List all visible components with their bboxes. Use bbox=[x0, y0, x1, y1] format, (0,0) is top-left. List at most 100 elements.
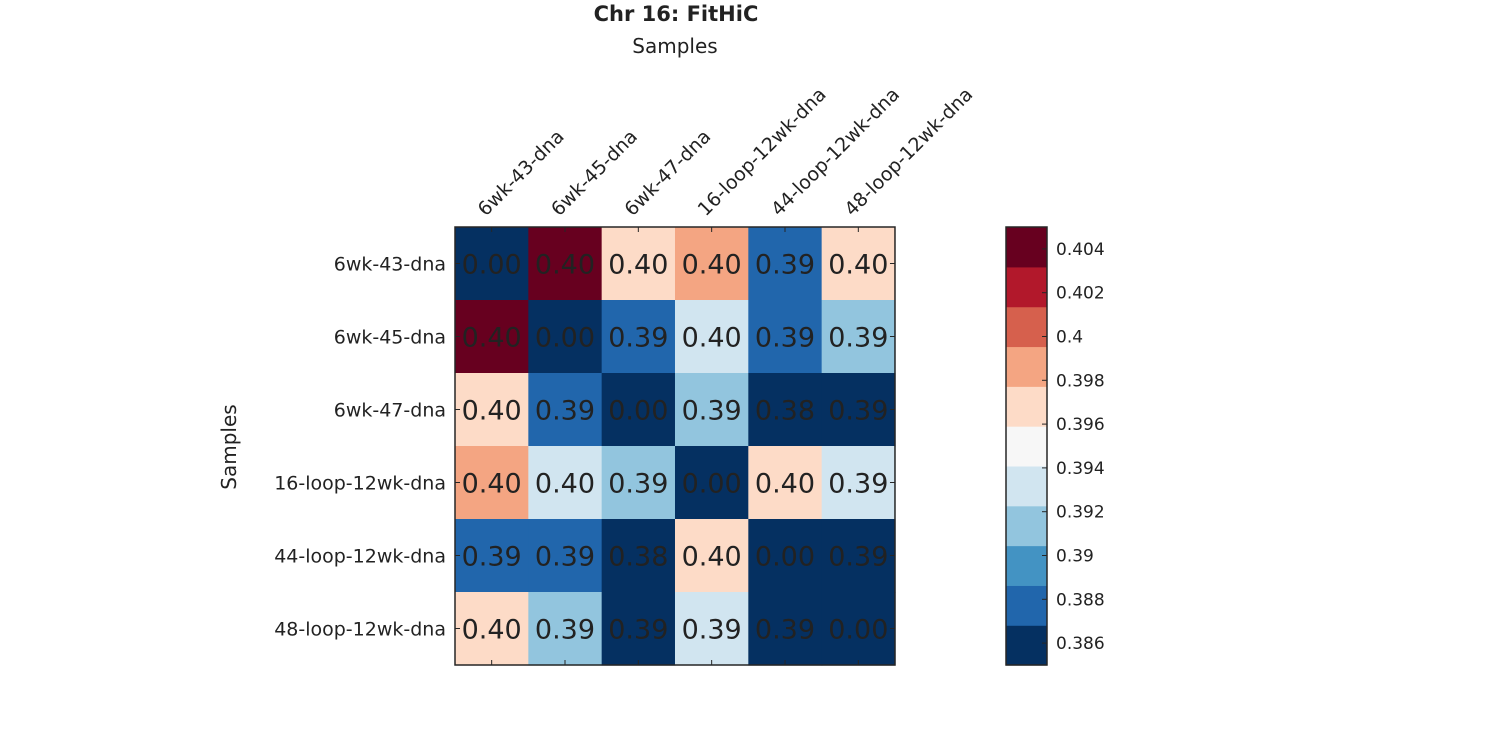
cell-value-label: 0.39 bbox=[828, 469, 888, 500]
cell-value-label: 0.40 bbox=[828, 250, 888, 281]
heatmap-cell bbox=[455, 300, 529, 374]
heatmap-cell bbox=[674, 519, 749, 593]
heatmap-cell bbox=[821, 373, 896, 447]
cell-value-label: 0.40 bbox=[462, 396, 522, 427]
heatmap-cell bbox=[528, 592, 603, 666]
chart-title: Chr 16: FitHiC bbox=[594, 2, 759, 26]
cell-value-label: 0.00 bbox=[755, 542, 815, 573]
colorbar-tick-label: 0.398 bbox=[1056, 371, 1105, 391]
cell-value-label: 0.39 bbox=[608, 323, 668, 354]
heatmap-cell bbox=[674, 446, 749, 520]
colorbar-tick-label: 0.4 bbox=[1056, 328, 1083, 348]
heatmap-cell bbox=[674, 227, 749, 301]
cell-value-label: 0.40 bbox=[682, 542, 742, 573]
heatmap-cell bbox=[821, 519, 896, 593]
cell-value-label: 0.39 bbox=[535, 615, 595, 646]
y-axis-title: Samples bbox=[217, 404, 241, 489]
colorbar-segment bbox=[1006, 465, 1047, 507]
cell-value-label: 0.39 bbox=[682, 396, 742, 427]
cell-value-label: 0.40 bbox=[462, 615, 522, 646]
colorbar-tick-label: 0.392 bbox=[1056, 503, 1105, 523]
x-tick-label: 48-loop-12wk-dna bbox=[840, 83, 977, 220]
cell-value-label: 0.40 bbox=[608, 250, 668, 281]
y-tick-label: 6wk-45-dna bbox=[334, 327, 446, 349]
y-tick-label: 44-loop-12wk-dna bbox=[274, 546, 446, 568]
colorbar-segment bbox=[1006, 227, 1047, 268]
colorbar-tick-label: 0.388 bbox=[1056, 590, 1105, 610]
heatmap-cell bbox=[821, 227, 896, 301]
heatmap-cell bbox=[455, 373, 529, 447]
cell-value-label: 0.00 bbox=[535, 323, 595, 354]
heatmap-cell bbox=[674, 592, 749, 666]
cell-value-label: 0.39 bbox=[535, 542, 595, 573]
cell-value-label: 0.38 bbox=[608, 542, 668, 573]
plot-frame bbox=[454, 226, 896, 666]
x-tick-label: 16-loop-12wk-dna bbox=[694, 83, 831, 220]
colorbar-segment bbox=[1006, 386, 1047, 427]
colorbar-frame bbox=[1005, 226, 1048, 666]
heatmap-cell bbox=[748, 373, 823, 447]
colorbar-tick-label: 0.394 bbox=[1056, 459, 1105, 479]
cell-value-label: 0.39 bbox=[828, 323, 888, 354]
heatmap-cell bbox=[455, 227, 529, 301]
colorbar-segment bbox=[1006, 625, 1047, 666]
y-tick-label: 16-loop-12wk-dna bbox=[274, 473, 446, 495]
heatmap-cells bbox=[454, 226, 896, 666]
heatmap-cell bbox=[601, 300, 676, 374]
cell-value-label: 0.39 bbox=[755, 323, 815, 354]
heatmap-cell bbox=[601, 592, 676, 666]
cell-value-label: 0.00 bbox=[462, 250, 522, 281]
colorbar-segment bbox=[1006, 346, 1047, 387]
x-tick-labels: 6wk-43-dna6wk-45-dna6wk-47-dna16-loop-12… bbox=[474, 83, 978, 220]
colorbar-tick-label: 0.386 bbox=[1056, 634, 1105, 654]
colorbar-segment bbox=[1006, 266, 1047, 308]
heatmap-cell bbox=[748, 519, 823, 593]
cell-value-label: 0.38 bbox=[755, 396, 815, 427]
colorbar: 0.386 0.388 0.39 0.392 0.394 0.396 0.398 0.4 0.4… bbox=[1005, 226, 1105, 666]
heatmap-cell bbox=[528, 227, 603, 301]
heatmap-cell bbox=[821, 446, 896, 520]
heatmap-cell bbox=[748, 300, 823, 374]
colorbar-segment bbox=[1006, 306, 1047, 348]
cell-value-label: 0.39 bbox=[608, 615, 668, 646]
heatmap-cell bbox=[821, 300, 896, 374]
heatmap-cell bbox=[601, 227, 676, 301]
colorbar-segment bbox=[1006, 505, 1047, 547]
x-axis-title: Samples bbox=[632, 34, 717, 58]
heatmap-cell bbox=[528, 446, 603, 520]
colorbar-tick-label: 0.404 bbox=[1056, 240, 1105, 260]
heatmap-cell bbox=[455, 446, 529, 520]
cell-value-label: 0.39 bbox=[828, 542, 888, 573]
cell-value-label: 0.00 bbox=[828, 615, 888, 646]
heatmap-cell bbox=[455, 519, 529, 593]
heatmap-cell bbox=[821, 592, 896, 666]
cell-value-label: 0.39 bbox=[462, 542, 522, 573]
x-tick-label: 44-loop-12wk-dna bbox=[767, 83, 904, 220]
cell-value-label: 0.40 bbox=[462, 323, 522, 354]
cell-value-label: 0.40 bbox=[682, 323, 742, 354]
cell-value-label: 0.00 bbox=[682, 469, 742, 500]
heatmap-cell bbox=[601, 519, 676, 593]
y-tick-label: 6wk-43-dna bbox=[334, 254, 446, 276]
cell-value-label: 0.39 bbox=[608, 469, 668, 500]
heatmap-cell bbox=[674, 373, 749, 447]
y-tick-label: 48-loop-12wk-dna bbox=[274, 619, 446, 641]
cell-value-label: 0.39 bbox=[682, 615, 742, 646]
cell-value-label: 0.40 bbox=[462, 469, 522, 500]
colorbar-segment bbox=[1006, 545, 1047, 586]
heatmap-cell bbox=[748, 592, 823, 666]
colorbar-tick-label: 0.39 bbox=[1056, 547, 1094, 567]
heatmap-cell bbox=[674, 300, 749, 374]
colorbar-tick-label: 0.402 bbox=[1056, 284, 1105, 304]
colorbar-segment bbox=[1006, 426, 1047, 467]
colorbar-segment bbox=[1006, 585, 1047, 626]
heatmap-cell bbox=[601, 446, 676, 520]
heatmap-cell bbox=[528, 519, 603, 593]
cell-value-label: 0.40 bbox=[535, 250, 595, 281]
y-tick-label: 6wk-47-dna bbox=[334, 400, 446, 422]
cell-value-label: 0.39 bbox=[535, 396, 595, 427]
heatmap-cell bbox=[748, 227, 823, 301]
heatmap-cell bbox=[528, 373, 603, 447]
heatmap-cell bbox=[455, 592, 529, 666]
cell-value-label: 0.00 bbox=[608, 396, 668, 427]
